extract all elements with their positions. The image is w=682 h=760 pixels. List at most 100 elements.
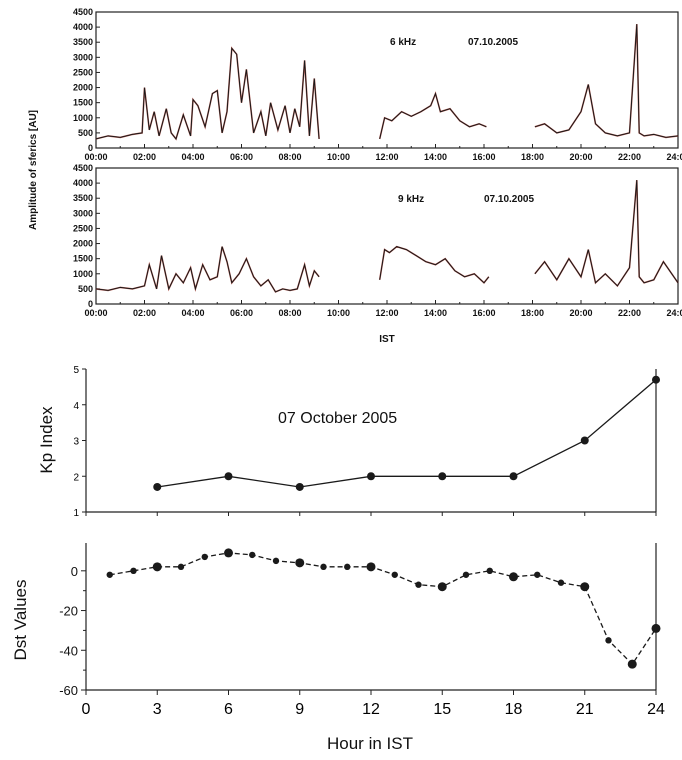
dst-point [366, 562, 376, 572]
panel2-date: 07.10.2005 [484, 194, 534, 205]
y-tick-label: 2500 [73, 223, 93, 233]
series-line [534, 180, 679, 287]
x-tick-label: 18:00 [521, 308, 544, 318]
x-tick-label: 08:00 [278, 308, 301, 318]
x-tick-label: 04:00 [181, 308, 204, 318]
y-tick-label: 3500 [73, 193, 93, 203]
series-line-overlay [95, 246, 320, 293]
dst-line [109, 552, 657, 666]
x-tick-label: 22:00 [618, 308, 641, 318]
series-line [95, 246, 320, 293]
dst-y-axis-label: Dst Values [11, 580, 30, 661]
x-tick-label: 15 [433, 701, 451, 718]
x-tick-label: 20:00 [569, 308, 592, 318]
y-tick-label: 4500 [73, 163, 93, 173]
dst-point [249, 551, 256, 559]
x-tick-label: 24:00 [666, 308, 682, 318]
kp-point [367, 472, 375, 481]
x-tick-label: 16:00 [472, 152, 495, 162]
kp-point [295, 482, 304, 491]
y-tick-label: 1500 [73, 254, 93, 264]
x-tick-label: 12 [362, 701, 380, 718]
x-tick-label: 14:00 [424, 152, 447, 162]
dst-point [415, 581, 422, 588]
dst-panel: 0 -20 -40 -60 0 3 6 9 12 15 18 21 24 [59, 543, 665, 718]
x-tick-label: 24 [647, 701, 665, 718]
x-tick-label: 06:00 [230, 152, 253, 162]
kp-point [509, 472, 518, 481]
x-tick-label: 12:00 [375, 152, 398, 162]
dst-point [224, 548, 233, 558]
x-tick-label: 02:00 [133, 152, 156, 162]
kp-point [224, 472, 233, 481]
y-tick-label: 1000 [73, 113, 93, 123]
dst-point [177, 563, 185, 571]
plot-frame [95, 11, 679, 149]
dst-point [627, 659, 637, 669]
panel2-annotation: 9 kHz [398, 194, 424, 205]
dst-point [580, 582, 590, 592]
kp-panel-title: 07 October 2005 [278, 410, 397, 427]
y-tick-label: 1 [73, 508, 79, 519]
kp-point [652, 375, 660, 384]
series-line-overlay [534, 180, 679, 288]
kp-point [580, 436, 589, 445]
x-tick-label: 6 [224, 701, 233, 718]
y-tick-label: -20 [59, 604, 78, 619]
dst-point [295, 558, 305, 568]
dst-point [437, 582, 447, 592]
y-tick-label: 3000 [73, 208, 93, 218]
kp-point [438, 472, 447, 481]
x-tick-label: 24:00 [666, 152, 682, 162]
x-tick-label: 10:00 [327, 152, 350, 162]
y-tick-label: 2000 [73, 239, 93, 249]
y-tick-label: 3 [73, 437, 79, 448]
series-line-overlay [534, 24, 679, 139]
sferics-6khz-panel: 0 500 1000 1500 2000 2500 3000 3500 4000 4500 00:0… [73, 7, 682, 162]
x-tick-label: 16:00 [472, 308, 495, 318]
y-tick-label: 4000 [73, 22, 93, 32]
y-tick-label: 1000 [73, 269, 93, 279]
dst-point [534, 571, 541, 578]
x-tick-label: 9 [295, 701, 304, 718]
dst-point [201, 553, 208, 561]
x-tick-label: 18 [505, 701, 523, 718]
sferics-y-axis-label: Amplitude of sferics [AU] [28, 110, 39, 230]
panel1-date: 07.10.2005 [468, 37, 518, 48]
y-tick-label: 4500 [73, 7, 93, 17]
series-line [534, 24, 679, 138]
dst-point [486, 567, 493, 575]
x-tick-label: 10:00 [327, 308, 350, 318]
x-tick-label: 08:00 [278, 152, 301, 162]
y-tick-label: 500 [78, 128, 93, 138]
y-tick-label: 1500 [73, 98, 93, 108]
series-line-overlay [95, 46, 320, 141]
dst-point [651, 623, 661, 633]
y-tick-label: 4000 [73, 178, 93, 188]
kp-point [153, 482, 162, 491]
y-tick-label: -60 [59, 683, 78, 698]
series-line [95, 47, 320, 140]
dst-point [344, 563, 351, 571]
dst-point [152, 562, 162, 572]
y-tick-label: 5 [73, 365, 79, 376]
dst-point [272, 557, 280, 565]
x-tick-label: 00:00 [84, 152, 107, 162]
dst-point [605, 637, 612, 644]
x-tick-label: 18:00 [521, 152, 544, 162]
y-tick-label: 2000 [73, 83, 93, 93]
sferics-x-axis-label: IST [379, 334, 395, 345]
y-tick-label: 2500 [73, 67, 93, 77]
x-tick-label: 00:00 [84, 308, 107, 318]
x-tick-label: 3 [153, 701, 162, 718]
kp-index-panel: 1 2 3 4 5 [73, 365, 660, 519]
dst-point [391, 571, 398, 578]
x-tick-label: 06:00 [230, 308, 253, 318]
x-tick-label: 02:00 [133, 308, 156, 318]
dst-point [130, 567, 137, 575]
y-tick-label: 0 [71, 564, 78, 579]
x-tick-label: 12:00 [375, 308, 398, 318]
sferics-9khz-panel: 0 500 1000 1500 2000 2500 3000 3500 4000 4500 00:0… [73, 163, 682, 318]
kp-y-axis-label: Kp Index [37, 406, 56, 474]
